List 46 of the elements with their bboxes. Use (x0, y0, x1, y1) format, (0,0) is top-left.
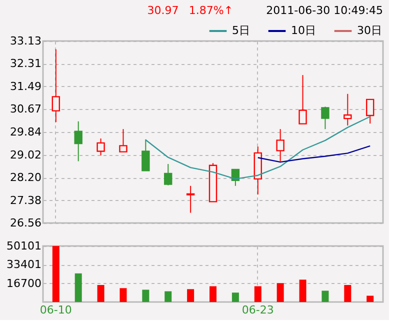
bar (254, 286, 262, 302)
bar (344, 285, 352, 302)
bar (322, 290, 329, 302)
x-tick-label: 06-23 (242, 304, 274, 316)
y-tick-label: 27.38 (10, 194, 42, 207)
bar (187, 289, 194, 302)
bar (142, 290, 150, 302)
legend-label: 5日 (232, 24, 250, 37)
candlestick (344, 93, 352, 126)
y-tick-label: 30.67 (10, 102, 42, 116)
candlestick (96, 138, 105, 156)
x-tick-label: 06-10 (40, 304, 72, 316)
bar (299, 280, 306, 302)
bar (164, 291, 172, 302)
bar (276, 283, 284, 302)
text: 2011-06-30 10:49:45 (266, 4, 383, 17)
candlestick (321, 106, 330, 130)
y-tick-label: 32.31 (10, 57, 42, 70)
candlestick (366, 98, 374, 124)
y-tick-label: 33.13 (10, 34, 42, 48)
y-tick-label: 50101 (6, 240, 42, 252)
y-tick-label: 29.02 (10, 148, 42, 162)
y-tick-label: 29.84 (10, 126, 42, 139)
candlestick (186, 185, 195, 214)
y-tick-label: 16700 (6, 276, 42, 290)
bar (366, 296, 374, 302)
text: 1.87%↑ (188, 4, 234, 17)
y-tick-label: 33401 (6, 258, 42, 272)
bar (120, 288, 127, 302)
bar (232, 292, 239, 302)
candlestick (74, 120, 82, 162)
candlestick (276, 128, 284, 162)
y-tick-label: 31.49 (10, 80, 42, 93)
candlestick (142, 138, 150, 172)
legend-label: 10日 (291, 24, 316, 37)
candlestick (164, 163, 172, 186)
text: 30.97 (147, 4, 179, 17)
candlestick (119, 128, 128, 152)
bar (52, 246, 60, 302)
legend-label: 30日 (357, 24, 382, 37)
candlestick (298, 74, 307, 124)
y-tick-label: 26.56 (10, 216, 42, 230)
bar (97, 285, 104, 302)
bar (74, 273, 82, 302)
y-tick-label: 28.20 (10, 171, 42, 184)
bar (210, 286, 216, 302)
